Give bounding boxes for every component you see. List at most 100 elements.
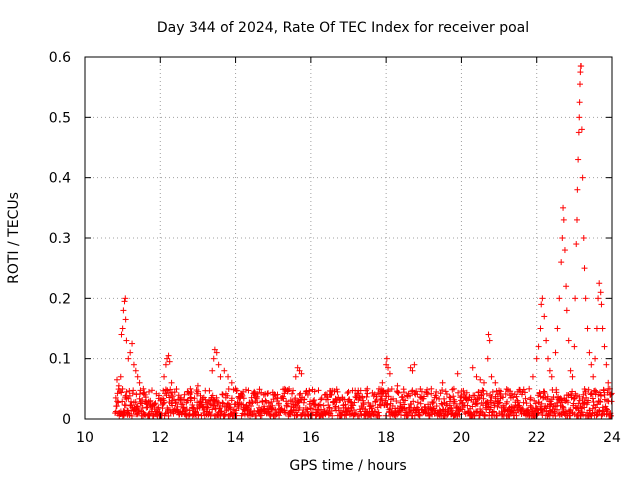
data-point bbox=[376, 412, 383, 419]
x-axis-label: GPS time / hours bbox=[289, 458, 406, 474]
data-point bbox=[492, 379, 499, 386]
data-point bbox=[194, 382, 201, 389]
data-point bbox=[471, 392, 478, 399]
data-point bbox=[563, 283, 570, 290]
data-point bbox=[152, 400, 159, 407]
data-point bbox=[579, 174, 586, 181]
data-point bbox=[351, 399, 358, 406]
data-point bbox=[598, 301, 605, 308]
data-point bbox=[347, 398, 354, 405]
data-point bbox=[233, 387, 240, 394]
data-point bbox=[421, 393, 428, 400]
data-point bbox=[451, 398, 458, 405]
data-point bbox=[134, 373, 141, 380]
chart-title: Day 344 of 2024, Rate Of TEC Index for r… bbox=[157, 20, 529, 36]
data-point bbox=[128, 412, 135, 419]
data-point bbox=[486, 337, 493, 344]
data-point bbox=[256, 386, 263, 393]
data-point bbox=[179, 401, 186, 408]
data-point bbox=[334, 388, 341, 395]
data-point bbox=[417, 400, 424, 407]
data-point bbox=[424, 386, 431, 393]
data-point bbox=[548, 373, 555, 380]
data-point bbox=[518, 406, 525, 413]
data-point bbox=[294, 364, 301, 371]
data-point bbox=[586, 349, 593, 356]
data-point bbox=[113, 376, 120, 383]
data-point bbox=[332, 395, 339, 402]
data-point bbox=[269, 402, 276, 409]
data-point bbox=[149, 387, 156, 394]
data-point bbox=[164, 387, 171, 394]
data-point bbox=[393, 398, 400, 405]
data-point bbox=[123, 388, 130, 395]
data-point bbox=[296, 367, 303, 374]
data-point bbox=[510, 394, 517, 401]
data-point bbox=[503, 386, 510, 393]
data-point bbox=[600, 386, 607, 393]
data-point bbox=[581, 404, 588, 411]
axis-ticks bbox=[84, 56, 613, 420]
data-point bbox=[520, 386, 527, 393]
data-point bbox=[533, 355, 540, 362]
data-point bbox=[122, 316, 129, 323]
data-point bbox=[359, 393, 366, 400]
data-point bbox=[580, 411, 587, 418]
data-point bbox=[537, 325, 544, 332]
data-point bbox=[173, 386, 180, 393]
data-point bbox=[139, 397, 146, 404]
data-point bbox=[569, 373, 576, 380]
data-point bbox=[538, 406, 545, 413]
data-point bbox=[449, 386, 456, 393]
data-point bbox=[206, 387, 213, 394]
data-point bbox=[130, 361, 137, 368]
data-point bbox=[197, 392, 204, 399]
data-point bbox=[126, 387, 133, 394]
data-point bbox=[164, 355, 171, 362]
data-point bbox=[156, 392, 163, 399]
data-point bbox=[195, 388, 202, 395]
data-point bbox=[575, 156, 582, 163]
data-point bbox=[219, 391, 226, 398]
x-tick-label: 16 bbox=[302, 430, 320, 446]
data-point bbox=[209, 367, 216, 374]
data-point bbox=[535, 343, 542, 350]
data-point bbox=[475, 388, 482, 395]
data-point bbox=[167, 409, 174, 416]
x-tick-label: 22 bbox=[528, 430, 546, 446]
x-tick-label: 18 bbox=[377, 430, 395, 446]
data-point bbox=[450, 393, 457, 400]
data-point bbox=[298, 370, 305, 377]
x-tick-label: 12 bbox=[151, 430, 169, 446]
data-point bbox=[592, 387, 599, 394]
data-point bbox=[240, 395, 247, 402]
data-point bbox=[595, 295, 602, 302]
data-point bbox=[556, 295, 563, 302]
data-point bbox=[265, 399, 272, 406]
data-point bbox=[357, 387, 364, 394]
data-point bbox=[526, 385, 533, 392]
data-point bbox=[546, 412, 553, 419]
data-point bbox=[308, 404, 315, 411]
data-point bbox=[206, 409, 213, 416]
data-point bbox=[399, 393, 406, 400]
data-point bbox=[136, 379, 143, 386]
data-point bbox=[217, 373, 224, 380]
data-point bbox=[430, 398, 437, 405]
data-point bbox=[461, 391, 468, 398]
data-point bbox=[232, 385, 239, 392]
data-point bbox=[372, 398, 379, 405]
data-point bbox=[289, 390, 296, 397]
data-point bbox=[522, 395, 529, 402]
data-point bbox=[559, 235, 566, 241]
data-point bbox=[221, 367, 228, 374]
data-point bbox=[161, 373, 168, 380]
data-point bbox=[190, 404, 197, 411]
data-point bbox=[539, 295, 546, 302]
data-point bbox=[560, 216, 567, 223]
data-point bbox=[582, 390, 589, 397]
data-point bbox=[608, 412, 615, 419]
data-point bbox=[379, 379, 386, 386]
data-point bbox=[604, 397, 611, 404]
data-point bbox=[477, 376, 484, 383]
